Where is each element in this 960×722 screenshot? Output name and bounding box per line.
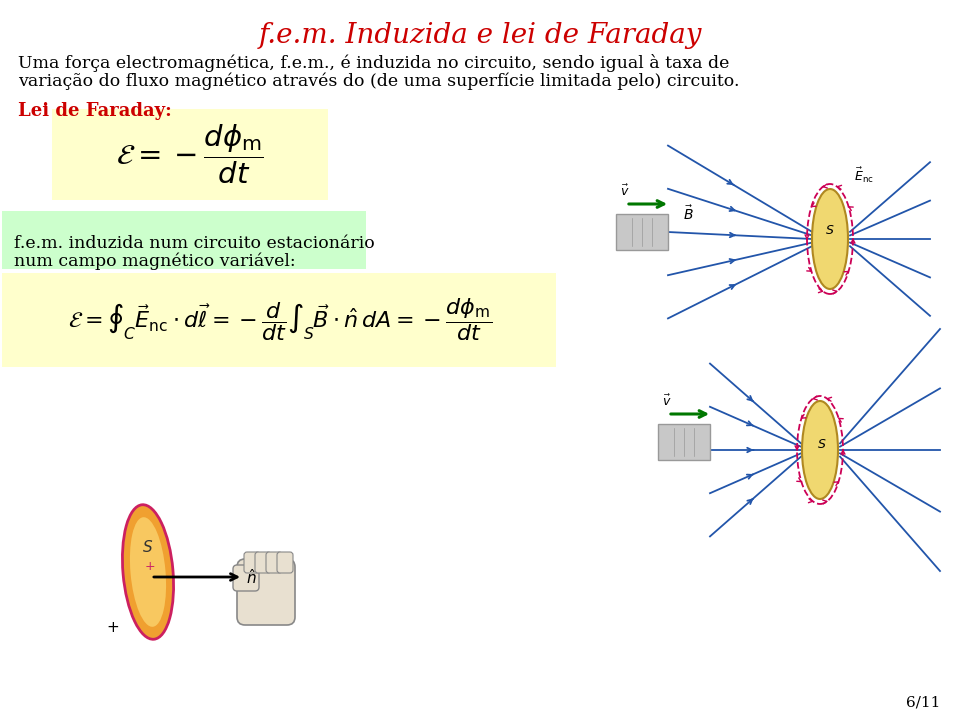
Text: $\hat{n}$: $\hat{n}$ [246,568,256,587]
FancyBboxPatch shape [233,565,259,591]
Text: f.e.m. Induzida e lei de Faraday: f.e.m. Induzida e lei de Faraday [258,22,702,49]
Text: $\vec{E}_{\mathrm{nc}}$: $\vec{E}_{\mathrm{nc}}$ [854,166,874,185]
Text: $\vec{v}$: $\vec{v}$ [662,393,672,409]
Text: +: + [145,560,156,573]
Text: S: S [143,539,153,554]
Text: S: S [818,438,826,451]
FancyBboxPatch shape [2,211,366,269]
Text: 6/11: 6/11 [905,696,940,710]
Text: $\vec{B}$: $\vec{B}$ [683,204,694,223]
Text: num campo magnético variável:: num campo magnético variável: [14,252,296,270]
FancyBboxPatch shape [2,273,556,367]
FancyBboxPatch shape [277,552,293,573]
FancyBboxPatch shape [52,109,328,200]
Text: Lei de Faraday:: Lei de Faraday: [18,102,172,120]
Text: f.e.m. induzida num circuito estacionário: f.e.m. induzida num circuito estacionári… [14,235,374,253]
FancyBboxPatch shape [616,214,668,250]
Ellipse shape [802,401,838,499]
Text: $\vec{v}$: $\vec{v}$ [620,183,630,199]
Text: S: S [826,225,834,238]
Text: Uma força electromagnética, f.e.m., é induzida no circuito, sendo igual à taxa d: Uma força electromagnética, f.e.m., é in… [18,54,730,72]
FancyBboxPatch shape [658,424,710,460]
Ellipse shape [130,517,166,627]
Text: +: + [107,619,119,635]
Text: variação do fluxo magnético através do (de uma superfície limitada pelo) circuit: variação do fluxo magnético através do (… [18,72,739,90]
Text: $\mathcal{E} = -\dfrac{d\phi_{\mathrm{m}}}{dt}$: $\mathcal{E} = -\dfrac{d\phi_{\mathrm{m}… [116,123,264,186]
FancyBboxPatch shape [244,552,260,573]
Text: $\mathcal{E} = \oint_{C}\vec{E}_{\mathrm{nc}}\cdot d\vec{\ell} = -\dfrac{d}{dt}\: $\mathcal{E} = \oint_{C}\vec{E}_{\mathrm… [68,297,492,344]
Ellipse shape [812,189,848,289]
FancyBboxPatch shape [237,559,295,625]
Ellipse shape [123,505,174,639]
FancyBboxPatch shape [255,552,271,573]
FancyBboxPatch shape [266,552,282,573]
